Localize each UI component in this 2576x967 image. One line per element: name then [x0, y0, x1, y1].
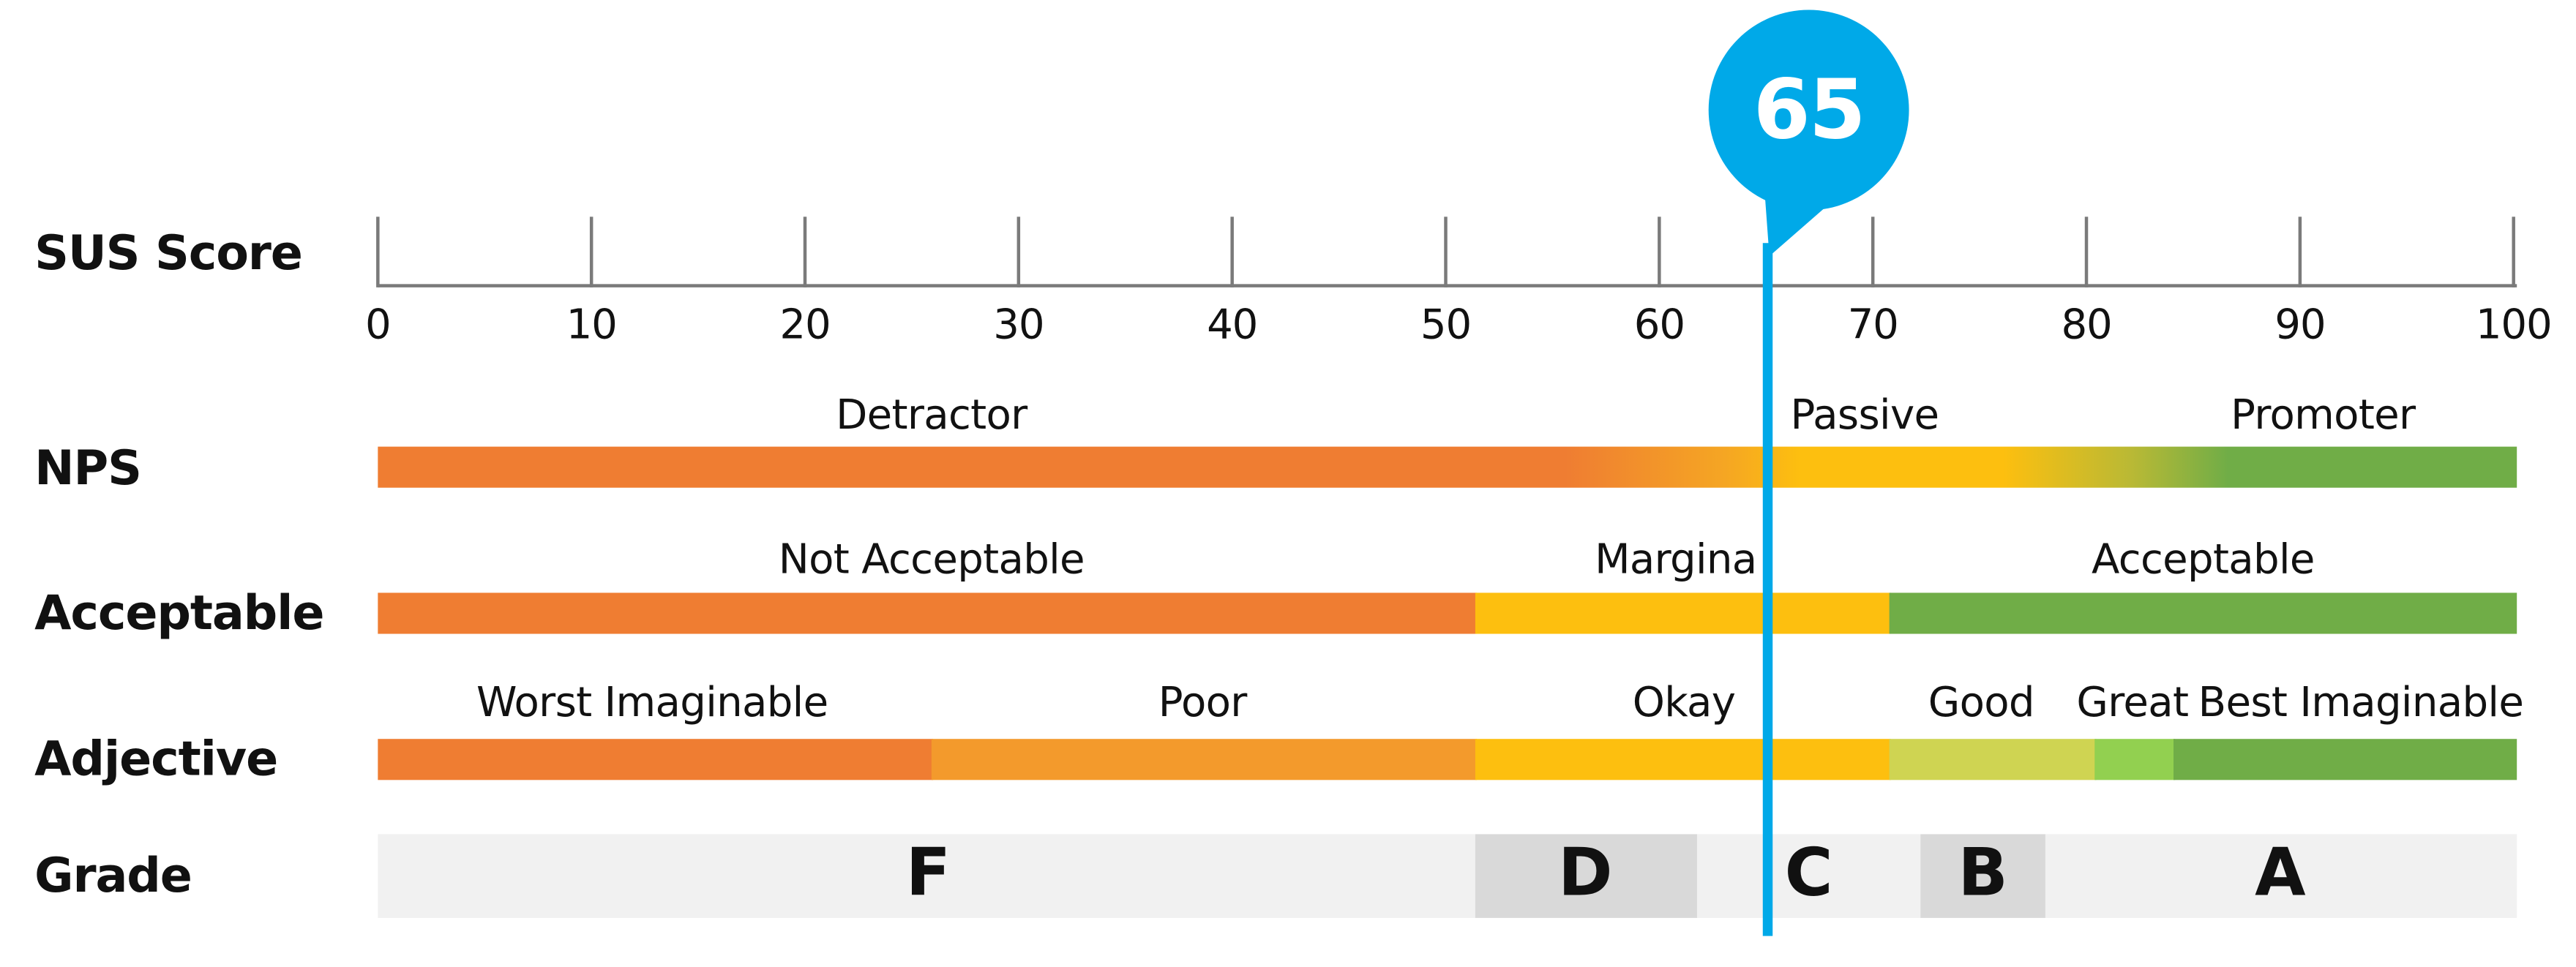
- grade-track: [378, 834, 2517, 918]
- nps-passive-label: Passive: [1790, 391, 1940, 439]
- acceptable-acceptable-segment: [1889, 592, 2517, 634]
- grade-d-band: [1475, 834, 1697, 918]
- acceptable-acceptable-label: Acceptable: [2092, 535, 2315, 583]
- acceptable-marginal-segment: [1475, 592, 1891, 634]
- nps-bar: [378, 446, 2517, 488]
- nps-promoter-label: Promoter: [2231, 391, 2416, 439]
- scale-tick-70: [1871, 217, 1875, 287]
- scale-tick-label-60: 60: [1633, 300, 1685, 348]
- scale-tick-label-50: 50: [1420, 300, 1472, 348]
- adjective-best-label: Best Imaginable: [2198, 678, 2524, 726]
- scale-tick-label-90: 90: [2274, 300, 2326, 348]
- grade-a-label: A: [2255, 835, 2306, 911]
- grade-f-label: F: [905, 835, 951, 911]
- scale-tick-label-0: 0: [365, 300, 392, 348]
- grade-b-label: B: [1958, 835, 2008, 911]
- adjective-okay-segment: [1475, 739, 1891, 780]
- adjective-best-segment: [2174, 739, 2517, 780]
- scale-tick-label-30: 30: [993, 300, 1044, 348]
- score-marker-pin: [1708, 10, 1909, 257]
- row-label-nps: NPS: [34, 440, 142, 496]
- scale-tick-40: [1230, 217, 1234, 287]
- scale-tick-30: [1016, 217, 1021, 287]
- scale-tick-label-40: 40: [1207, 300, 1258, 348]
- scale-tick-label-10: 10: [566, 300, 618, 348]
- scale-tick-90: [2298, 217, 2302, 287]
- scale-tick-10: [589, 217, 594, 287]
- grade-c-label: C: [1784, 835, 1833, 911]
- adjective-poor-segment: [931, 739, 1478, 780]
- acceptable-not-acceptable-label: Not Acceptable: [778, 535, 1085, 583]
- nps-detractor-label: Detractor: [836, 391, 1027, 439]
- adjective-great-label: Great: [2076, 678, 2189, 726]
- adjective-good-label: Good: [1928, 678, 2035, 726]
- adjective-okay-label: Okay: [1632, 678, 1736, 726]
- row-label-sus-score: SUS Score: [34, 225, 303, 281]
- score-marker-value: 65: [1753, 62, 1866, 158]
- acceptable-not-acceptable-segment: [378, 592, 1478, 634]
- adjective-good-segment: [1889, 739, 2097, 780]
- score-marker-line: [1762, 243, 1773, 936]
- scale-tick-100: [2512, 217, 2515, 287]
- row-label-grade: Grade: [34, 847, 192, 903]
- row-label-acceptable: Acceptable: [34, 584, 324, 641]
- scale-tick-label-20: 20: [779, 300, 831, 348]
- scale-tick-label-70: 70: [1847, 300, 1899, 348]
- grade-b-band: [1920, 834, 2045, 918]
- adjective-worst-segment: [378, 739, 934, 780]
- sus-scale-axis: [378, 284, 2517, 287]
- adjective-great-segment: [2094, 739, 2176, 780]
- scale-tick-60: [1658, 217, 1661, 287]
- acceptable-marginal-label: Margina: [1595, 535, 1757, 583]
- scale-tick-80: [2084, 217, 2089, 287]
- scale-tick-20: [803, 217, 807, 287]
- scale-tick-0: [376, 217, 380, 287]
- row-label-adjective: Adjective: [34, 730, 278, 787]
- scale-tick-label-80: 80: [2061, 300, 2112, 348]
- adjective-poor-label: Poor: [1158, 678, 1248, 726]
- scale-tick-50: [1444, 217, 1448, 287]
- adjective-worst-label: Worst Imaginable: [476, 678, 828, 726]
- grade-d-label: D: [1558, 835, 1613, 911]
- scale-tick-label-100: 100: [2475, 300, 2553, 348]
